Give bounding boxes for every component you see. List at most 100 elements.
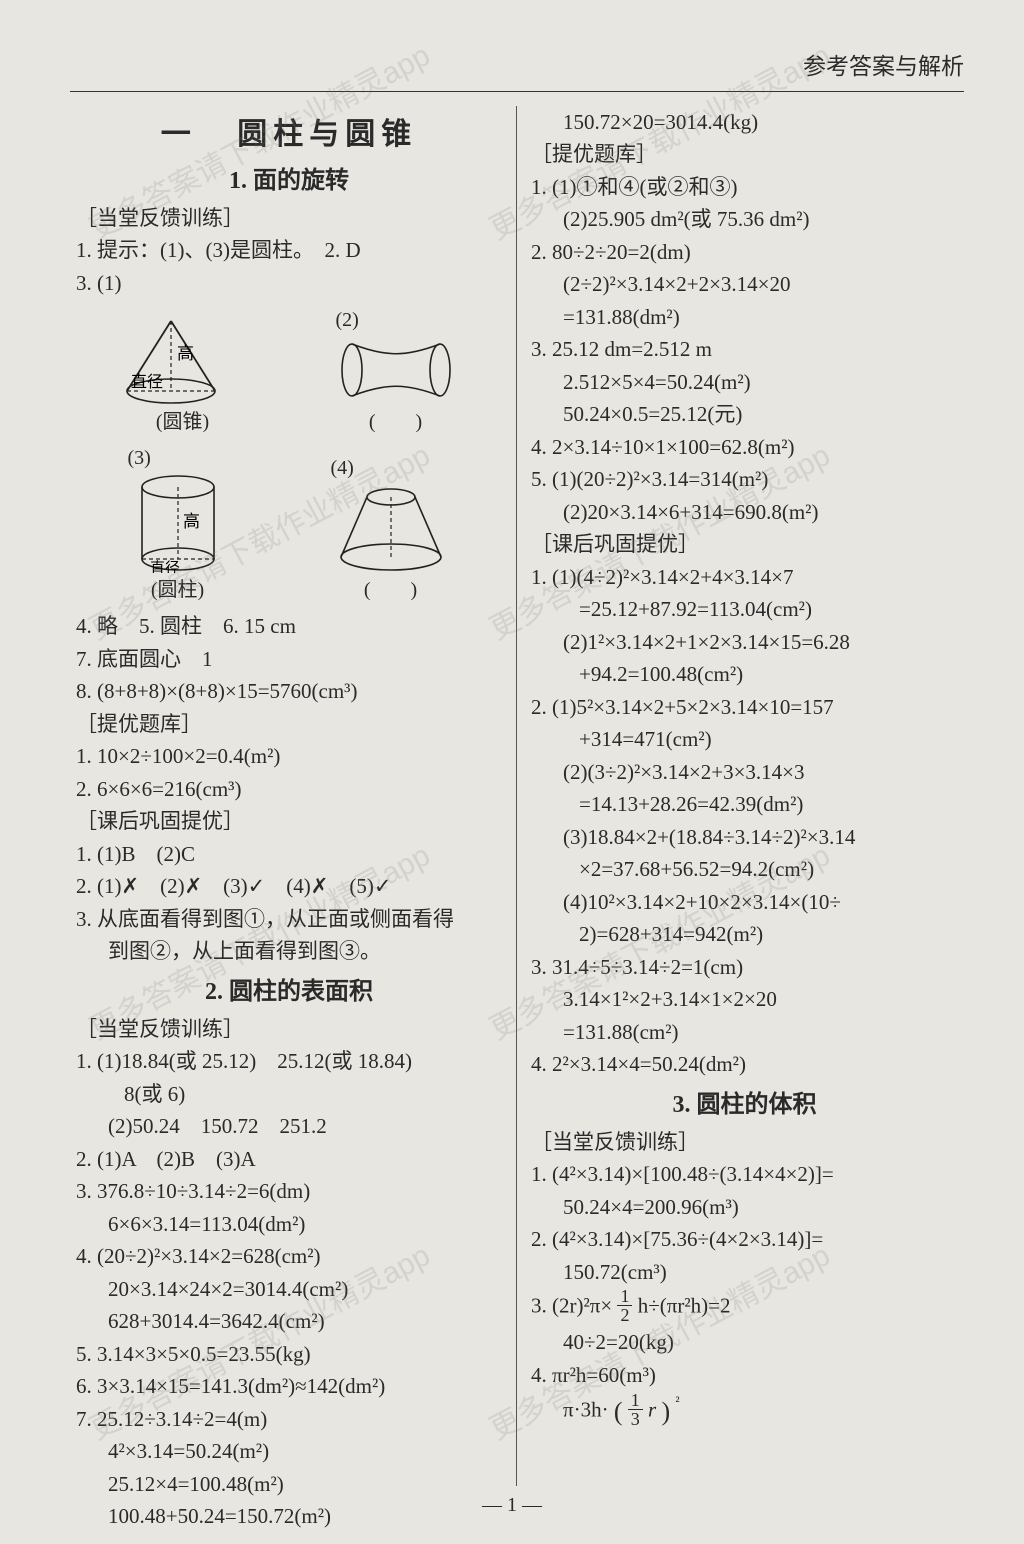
answer-line: 1. 10×2÷100×2=0.4(m²) <box>76 741 502 773</box>
answer-line: 2. (1)✗ (2)✗ (3)✓ (4)✗ (5)✓ <box>76 871 502 903</box>
answer-line: 2. (4²×3.14)×[75.36÷(4×2×3.14)]= <box>531 1224 958 1256</box>
answer-line: 2. 6×6×6=216(cm³) <box>76 774 502 806</box>
answer-line: 3. 376.8÷10÷3.14÷2=6(dm) <box>76 1176 502 1208</box>
answer-line: 628+3014.4=3642.4(cm²) <box>76 1306 502 1338</box>
shape-caption: ( ) <box>336 407 456 437</box>
item-3-2: (2) ( ) <box>336 305 456 437</box>
answer-line: 4. 2×3.14÷10×1×100=62.8(m²) <box>531 432 958 464</box>
item-3-3: (3) <box>128 443 228 473</box>
answer-line: 3. 31.4÷5÷3.14÷2=1(cm) <box>531 952 958 984</box>
section-3-title: 3. 圆柱的体积 <box>531 1087 958 1123</box>
fraction-den: 3 <box>628 1410 643 1428</box>
heading-kehou: ［课后巩固提优］ <box>531 529 958 561</box>
answer-line: 2.512×5×4=50.24(m²) <box>531 367 958 399</box>
answer-line: (2)25.905 dm²(或 75.36 dm²) <box>531 204 958 236</box>
shape-row: (3) 高 直径 (圆柱) (4) <box>76 443 502 605</box>
heading-tiyou: ［提优题库］ <box>531 139 958 171</box>
answer-line: 4. πr²h=60(m³) <box>531 1360 958 1392</box>
answer-line: 4. 略 5. 圆柱 6. 15 cm <box>76 611 502 643</box>
answer-line: 1. (1)18.84(或 25.12) 25.12(或 18.84) <box>76 1046 502 1078</box>
answer-line: 2. 80÷2÷20=2(dm) <box>531 237 958 269</box>
answer-line: 1. (4²×3.14)×[100.48÷(3.14×4×2)]= <box>531 1159 958 1191</box>
item-3-4: (4) <box>331 453 451 483</box>
left-column: 一 圆柱与圆锥 1. 面的旋转 ［当堂反馈训练］ 1. 提示：(1)、(3)是圆… <box>70 106 517 1486</box>
item-3-1: 3. (1) <box>76 271 122 295</box>
fraction-den: 2 <box>617 1306 632 1324</box>
answer-line: 20×3.14×24×2=3014.4(cm²) <box>76 1274 502 1306</box>
shape-caption: (圆锥) <box>123 407 243 437</box>
answer-line: 40÷2=20(kg) <box>531 1327 958 1359</box>
answer-line: 3. 从底面看得到图①，从正面或侧面看得 <box>76 904 502 936</box>
answer-line: 3. 25.12 dm=2.512 m <box>531 334 958 366</box>
shape-frustum: (4) ( ) <box>331 453 451 605</box>
answer-line: (2)20×3.14×6+314=690.8(m²) <box>531 497 958 529</box>
answer-line: 8(或 6) <box>76 1079 502 1111</box>
answer-line: 2. (1)5²×3.14×2+5×2×3.14×10=157 <box>531 692 958 724</box>
section-1-title: 1. 面的旋转 <box>76 163 502 199</box>
cone-height-label: 高 <box>177 344 194 363</box>
heading-dangtang: ［当堂反馈训练］ <box>76 1014 502 1046</box>
answer-line: (2)(3÷2)²×3.14×2+3×3.14×3 <box>531 757 958 789</box>
answer-line: 2)=628+314=942(m²) <box>531 919 958 951</box>
answer-line: 7. 25.12÷3.14÷2=4(m) <box>76 1404 502 1436</box>
answer-line: 8. (8+8+8)×(8+8)×15=5760(cm³) <box>76 676 502 708</box>
shape-row: 高 直径 (圆锥) (2) ( ) <box>76 305 502 437</box>
answer-line: ×2=37.68+56.52=94.2(cm²) <box>531 854 958 886</box>
fraction-third: 1 3 <box>628 1391 643 1428</box>
heading-dangtang: ［当堂反馈训练］ <box>76 203 502 235</box>
answer-line: 2. (1)A (2)B (3)A <box>76 1144 502 1176</box>
answer-line: 5. 3.14×3×5×0.5=23.55(kg) <box>76 1339 502 1371</box>
cyl-height-label: 高 <box>183 512 200 531</box>
page-number: — 1 — <box>0 1490 1024 1520</box>
answer-line: 3.14×1²×2+3.14×1×2×20 <box>531 984 958 1016</box>
shape-caption: ( ) <box>331 575 451 605</box>
answer-line: 6. 3×3.14×15=141.3(dm²)≈142(dm²) <box>76 1371 502 1403</box>
answer-line: 到图②，从上面看得到图③。 <box>76 936 502 968</box>
answer-line: (2)1²×3.14×2+1×2×3.14×15=6.28 <box>531 627 958 659</box>
answer-line: 3. (2r)²π× 1 2 h÷(πr²h)=2 <box>531 1289 958 1326</box>
answer-line: 50.24×4=200.96(m³) <box>531 1192 958 1224</box>
shape-cone: 高 直径 (圆锥) <box>123 315 243 437</box>
text-pre: 3. (2r)²π× <box>531 1293 612 1317</box>
fraction-half: 1 2 <box>617 1287 632 1324</box>
answer-line: =131.88(cm²) <box>531 1017 958 1049</box>
section-2-title: 2. 圆柱的表面积 <box>76 974 502 1010</box>
answer-line: 1. (1)(4÷2)²×3.14×2+4×3.14×7 <box>531 562 958 594</box>
answer-line: 4. 2²×3.14×4=50.24(dm²) <box>531 1049 958 1081</box>
answer-line: +94.2=100.48(cm²) <box>531 659 958 691</box>
two-column-layout: 一 圆柱与圆锥 1. 面的旋转 ［当堂反馈训练］ 1. 提示：(1)、(3)是圆… <box>70 106 964 1486</box>
answer-line: +314=471(cm²) <box>531 724 958 756</box>
text-pre: π·3h· <box>563 1397 609 1421</box>
variable-r: r <box>648 1397 656 1421</box>
cyl-diam-label: 直径 <box>150 560 180 573</box>
answer-line: 50.24×0.5=25.12(元) <box>531 399 958 431</box>
shape-cylinder: (3) 高 直径 (圆柱) <box>128 443 228 605</box>
answer-line: 7. 底面圆心 1 <box>76 644 502 676</box>
answer-line: =131.88(dm²) <box>531 302 958 334</box>
answer-line: 4²×3.14=50.24(m²) <box>76 1436 502 1468</box>
answer-line: 3. (1) <box>76 268 502 300</box>
answer-line: =25.12+87.92=113.04(cm²) <box>531 594 958 626</box>
answer-line: (2)50.24 150.72 251.2 <box>76 1111 502 1143</box>
heading-kehou: ［课后巩固提优］ <box>76 806 502 838</box>
fraction-num: 1 <box>628 1391 643 1410</box>
text-post: h÷(πr²h)=2 <box>638 1293 731 1317</box>
answer-line: (3)18.84×2+(18.84÷3.14÷2)²×3.14 <box>531 822 958 854</box>
cone-icon: 高 直径 <box>123 315 243 405</box>
fraction-num: 1 <box>617 1287 632 1306</box>
answer-line: =14.13+28.26=42.39(dm²) <box>531 789 958 821</box>
frustum-icon <box>331 483 451 573</box>
right-column: 150.72×20=3014.4(kg) ［提优题库］ 1. (1)①和④(或②… <box>517 106 964 1486</box>
answer-line: (2÷2)²×3.14×2+2×3.14×20 <box>531 269 958 301</box>
answer-line: 5. (1)(20÷2)²×3.14=314(m²) <box>531 464 958 496</box>
chapter-dash: 一 <box>161 118 197 151</box>
answer-line: 1. (1)①和④(或②和③) <box>531 172 958 204</box>
page: 更多答案请下载作业精灵app 更多答案请下载作业精灵app 更多答案请下载作业精… <box>0 0 1024 1544</box>
answer-line: 150.72×20=3014.4(kg) <box>531 107 958 139</box>
exponent: ² <box>675 1395 679 1410</box>
shape-caption: (圆柱) <box>128 575 228 605</box>
answer-line: π·3h· ( 1 3 r ) ² <box>531 1392 958 1431</box>
answer-line: 1. 提示：(1)、(3)是圆柱。 2. D <box>76 235 502 267</box>
answer-line: 6×6×3.14=113.04(dm²) <box>76 1209 502 1241</box>
answer-line: 150.72(cm³) <box>531 1257 958 1289</box>
